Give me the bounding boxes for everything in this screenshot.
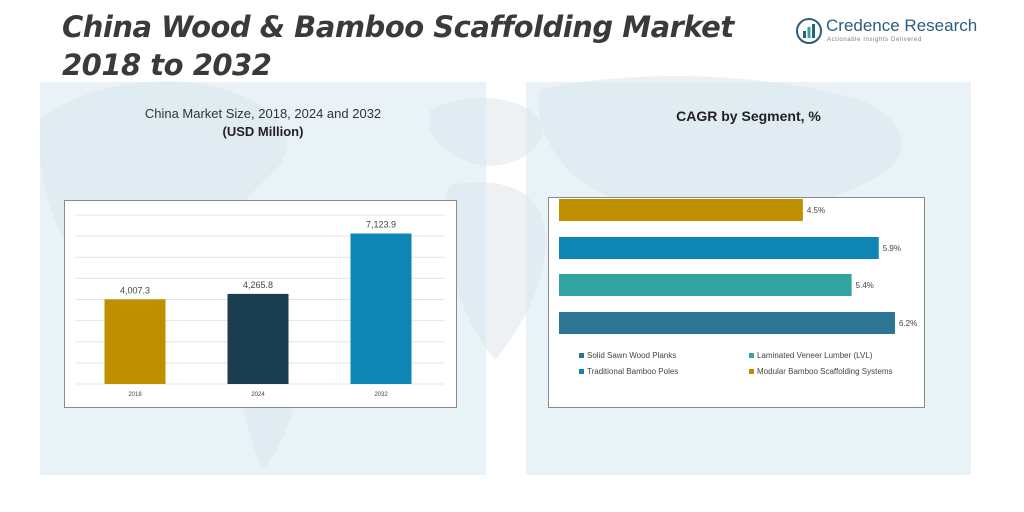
market-size-subtitle: China Market Size, 2018, 2024 and 2032 bbox=[144, 106, 382, 121]
legend-swatch bbox=[579, 353, 584, 358]
x-tick-label: 2032 bbox=[374, 392, 388, 398]
cagr-title: CAGR by Segment, % bbox=[676, 108, 821, 124]
bar-chart-circle-icon bbox=[796, 18, 822, 44]
bar-2018 bbox=[104, 299, 166, 384]
page-title: China Wood & Bamboo Scaffolding Market 2… bbox=[62, 10, 734, 82]
hbar-2 bbox=[559, 237, 879, 259]
legend-swatch bbox=[579, 369, 584, 374]
market-size-chart-frame: 4,007.3 2018 4,265.8 2024 7,123.9 2032 bbox=[64, 200, 457, 408]
cagr-panel: CAGR by Segment, % 4.5% 5.9% 5.4% 6.2% Solid… bbox=[526, 82, 971, 475]
hbar-4 bbox=[559, 312, 895, 334]
bar-2032 bbox=[350, 233, 412, 384]
hbar-value-label: 5.9% bbox=[883, 244, 901, 253]
legend-label: Modular Bamboo Scaffolding Systems bbox=[757, 367, 892, 376]
market-size-bar-chart: 4,007.3 2018 4,265.8 2024 7,123.9 2032 bbox=[75, 214, 445, 398]
hbar-3 bbox=[559, 274, 852, 296]
market-size-unit: (USD Million) bbox=[222, 124, 304, 139]
hbar-value-label: 6.2% bbox=[899, 319, 917, 328]
legend-swatch bbox=[749, 353, 754, 358]
legend-label: Traditional Bamboo Poles bbox=[587, 367, 678, 376]
brand-tagline: Actionable Insights Delivered bbox=[827, 37, 922, 43]
hbar-1 bbox=[559, 199, 803, 221]
legend-label: Laminated Veneer Lumber (LVL) bbox=[757, 351, 873, 360]
bar-value-label: 4,007.3 bbox=[120, 285, 150, 295]
cagr-chart-frame: 4.5% 5.9% 5.4% 6.2% Solid Sawn Wood Planks La… bbox=[548, 197, 925, 408]
bar-value-label: 4,265.8 bbox=[243, 280, 273, 290]
cagr-bar-chart: 4.5% 5.9% 5.4% 6.2% Solid Sawn Wood Planks La… bbox=[559, 199, 917, 376]
x-tick-label: 2018 bbox=[128, 392, 142, 398]
brand-logo[interactable]: Credence Research Actionable Insights De… bbox=[796, 16, 977, 50]
legend-label: Solid Sawn Wood Planks bbox=[587, 351, 676, 360]
hbar-value-label: 5.4% bbox=[856, 281, 874, 290]
bar-value-label: 7,123.9 bbox=[366, 220, 396, 230]
brand-name: Credence Research bbox=[826, 16, 978, 35]
hbar-value-label: 4.5% bbox=[807, 206, 825, 215]
x-tick-label: 2024 bbox=[251, 392, 265, 398]
market-size-panel: China Market Size, 2018, 2024 and 2032 (… bbox=[40, 82, 486, 475]
bar-2024 bbox=[227, 293, 289, 384]
legend-swatch bbox=[749, 369, 754, 374]
